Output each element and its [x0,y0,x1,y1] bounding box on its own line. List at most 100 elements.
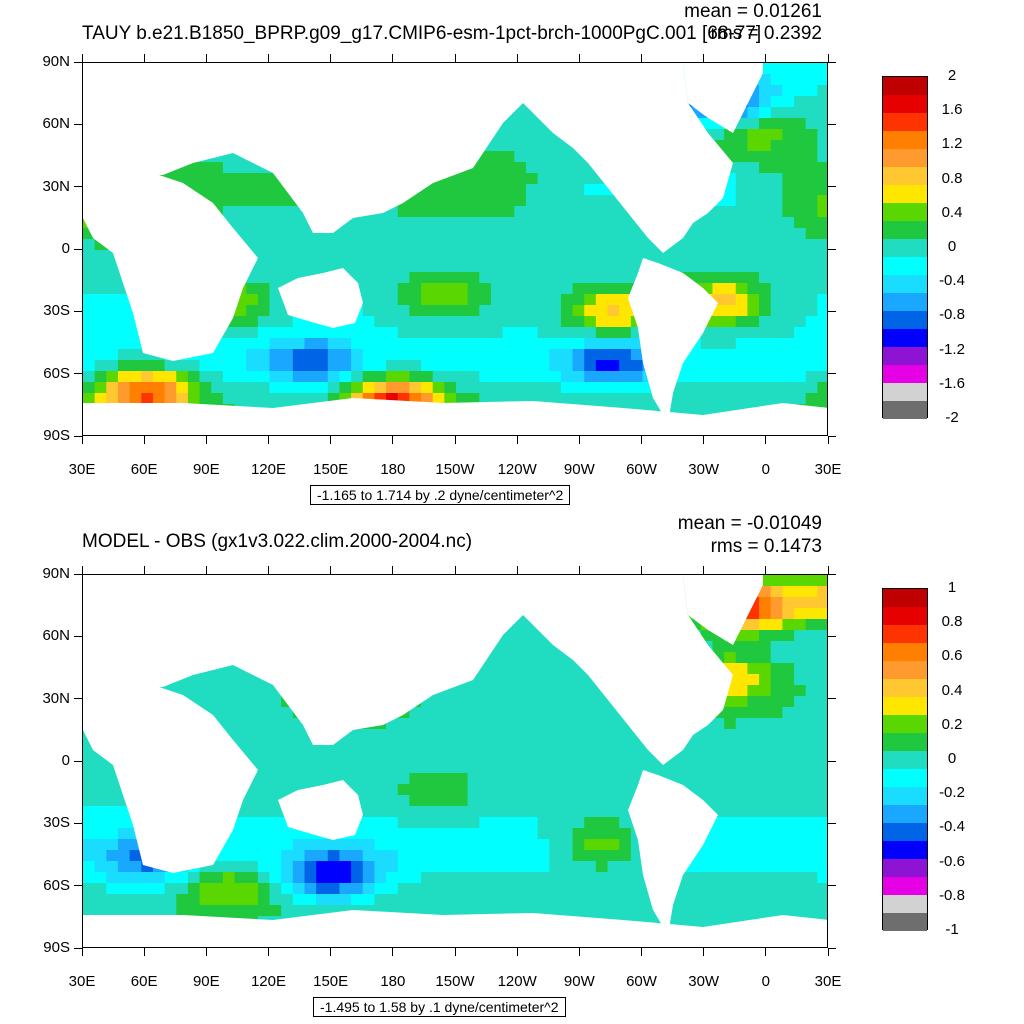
map-cell [537,784,550,796]
map-cell [292,316,306,328]
map-cell [572,371,585,383]
map-cell [572,250,585,262]
map-cell [362,817,376,829]
map-cell [374,250,387,262]
map-cell [502,696,515,708]
map-cell [525,685,539,697]
map-cell [607,382,620,394]
map-cell [747,228,760,240]
map-cell [747,795,760,807]
map-cell [514,762,527,774]
map-cell [630,349,644,361]
map-cell [724,795,737,807]
map-cell [817,85,827,97]
map-cell [782,173,795,185]
map-cell [514,696,527,708]
y-tick [74,947,82,949]
map-cell [735,663,749,675]
map-cell [222,360,236,372]
colorbar-swatch [883,715,927,733]
map-cell [525,751,539,763]
map-cell [630,762,644,774]
map-cell [735,195,749,207]
map-cell [642,751,655,763]
map-cell [735,905,749,917]
map-cell [607,283,620,295]
map-cell [735,685,749,697]
map-cell [432,316,445,328]
x-tick [516,436,518,444]
map-cell [759,294,772,306]
map-cell [537,762,550,774]
map-cell [794,630,807,642]
map-cell [642,239,655,251]
map-cell [339,894,352,906]
x-tick [703,436,705,444]
map-cell [351,217,364,229]
map-cell [362,894,376,906]
map-cell [549,806,562,818]
map-cell [444,195,457,207]
map-cell [281,239,294,251]
map-cell [362,371,376,383]
map-cell [817,575,827,587]
map-cell [700,250,714,262]
map-cell [805,195,818,207]
map-cell [560,261,574,273]
x-tick [765,566,767,574]
map-cell [747,393,760,405]
map-cell [257,729,271,741]
map-cell [572,382,585,394]
map-cell [712,872,725,884]
y-tick-label: 60N [42,115,70,133]
map-cell [595,795,609,807]
map-cell [560,850,574,862]
map-cell [304,349,317,361]
map-cell [327,883,341,895]
map-cell [234,861,247,873]
map-cell [747,828,760,840]
map-cell [246,905,259,917]
map-cell [467,349,480,361]
map-cell [549,861,562,873]
map-cell [281,360,294,372]
colorbar-swatch [883,131,927,149]
x-tick [392,948,394,956]
map-cell [607,795,620,807]
map-cell [444,905,457,917]
map-cell [805,740,818,752]
map-cell [362,883,376,895]
map-cell [770,349,783,361]
map-cell [502,261,515,273]
map-cell [607,338,620,350]
map-cell [770,173,783,185]
map-cell [106,272,119,284]
map-cell [327,338,341,350]
map-cell [549,718,562,730]
map-cell [490,652,504,664]
map-cell [770,283,783,295]
map-cell [386,872,399,884]
map-cell [152,872,166,884]
map-cell [234,839,247,851]
map-cell [152,393,166,405]
map-cell [164,872,177,884]
map-cell [572,828,585,840]
map-cell [479,151,492,163]
map-cell [525,228,539,240]
map-cell [199,685,212,697]
map-cell [316,894,329,906]
map-cell [782,85,795,97]
map-cell [304,338,317,350]
map-cell [689,773,702,785]
map-cell [794,685,807,697]
map-cell [514,861,527,873]
map-cell [304,905,317,917]
map-cell [759,740,772,752]
map-cell [409,360,422,372]
map-cell [502,349,515,361]
map-cell [316,393,329,405]
map-cell [817,184,827,196]
map-cell [362,327,376,339]
map-cell [234,228,247,240]
